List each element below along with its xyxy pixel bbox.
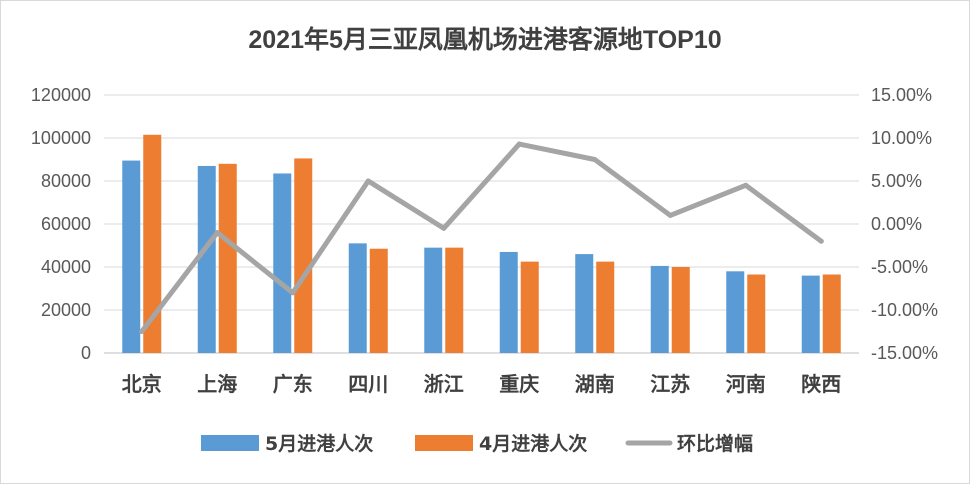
growth-point-4 xyxy=(441,225,447,231)
category-label: 河南 xyxy=(726,372,766,396)
category-label: 重庆 xyxy=(499,372,539,396)
category-label: 江苏 xyxy=(650,372,690,396)
bar-may-3 xyxy=(348,243,367,353)
growth-point-9 xyxy=(818,238,824,244)
left-axis: 0 20000 40000 60000 80000 100000 120000 xyxy=(31,85,91,363)
right-tick-label: -10.00% xyxy=(871,300,938,320)
category-label: 陕西 xyxy=(801,372,841,396)
left-tick-label: 20000 xyxy=(41,300,91,320)
bar-may-6 xyxy=(575,254,594,353)
legend-swatch-1 xyxy=(415,435,473,451)
right-axis: -15.00% -10.00% -5.00% 0.00% 5.00% 10.00% 15.0… xyxy=(871,85,938,363)
bar-april-7 xyxy=(671,267,690,353)
bar-may-5 xyxy=(499,251,518,353)
bar-april-2 xyxy=(294,158,313,353)
growth-point-6 xyxy=(592,157,598,162)
bar-april-5 xyxy=(520,261,539,353)
gridlines xyxy=(104,94,859,354)
left-tick-label: 120000 xyxy=(31,85,91,105)
left-tick-label: 100000 xyxy=(31,128,91,148)
bar-april-1 xyxy=(218,163,237,353)
legend-label: 4月进港人次 xyxy=(479,432,587,455)
growth-point-7 xyxy=(667,212,673,218)
right-tick-label: -5.00% xyxy=(871,257,928,277)
right-tick-label: 5.00% xyxy=(871,171,922,191)
bar-april-3 xyxy=(369,248,388,353)
category-labels: 北京 上海 广东 四川 浙江 重庆 湖南 江苏 河南 陕西 xyxy=(122,372,842,396)
growth-point-2 xyxy=(290,290,296,296)
growth-point-8 xyxy=(743,182,749,188)
growth-point-0 xyxy=(139,329,145,334)
bar-april-0 xyxy=(143,134,162,353)
bar-may-8 xyxy=(726,271,745,353)
growth-line-path xyxy=(139,141,824,334)
left-tick-label: 0 xyxy=(81,343,91,363)
legend-swatch-0 xyxy=(201,435,259,451)
category-label: 四川 xyxy=(348,372,388,396)
bar-may-2 xyxy=(273,173,292,353)
right-tick-label: 15.00% xyxy=(871,85,932,105)
bar-may-7 xyxy=(650,265,669,353)
bar-april-4 xyxy=(445,247,464,353)
category-label: 湖南 xyxy=(575,372,615,396)
growth-line xyxy=(139,141,824,334)
bar-may-9 xyxy=(801,275,820,353)
bar-april-6 xyxy=(596,261,615,353)
chart-title: 2021年5月三亚凤凰机场进港客源地TOP10 xyxy=(248,25,721,54)
right-tick-label: 10.00% xyxy=(871,128,932,148)
growth-point-3 xyxy=(365,178,371,184)
legend: 5月进港人次 4月进港人次 环比增幅 xyxy=(201,432,753,455)
right-tick-label: 0.00% xyxy=(871,214,922,234)
legend-label: 环比增幅 xyxy=(677,432,753,455)
left-tick-label: 80000 xyxy=(41,171,91,191)
legend-label: 5月进港人次 xyxy=(265,432,373,455)
category-label: 上海 xyxy=(197,372,237,396)
bar-april-9 xyxy=(822,274,841,353)
category-label: 广东 xyxy=(273,372,313,396)
bar-may-0 xyxy=(122,160,141,353)
bars xyxy=(122,134,841,353)
bar-may-1 xyxy=(197,165,216,353)
category-label: 北京 xyxy=(122,372,162,396)
growth-point-1 xyxy=(214,230,220,236)
right-tick-label: -15.00% xyxy=(871,343,938,363)
bar-may-4 xyxy=(424,247,443,353)
growth-point-5 xyxy=(516,141,522,147)
left-tick-label: 40000 xyxy=(41,257,91,277)
left-tick-label: 60000 xyxy=(41,214,91,234)
category-label: 浙江 xyxy=(424,372,464,396)
bar-april-8 xyxy=(747,274,766,353)
